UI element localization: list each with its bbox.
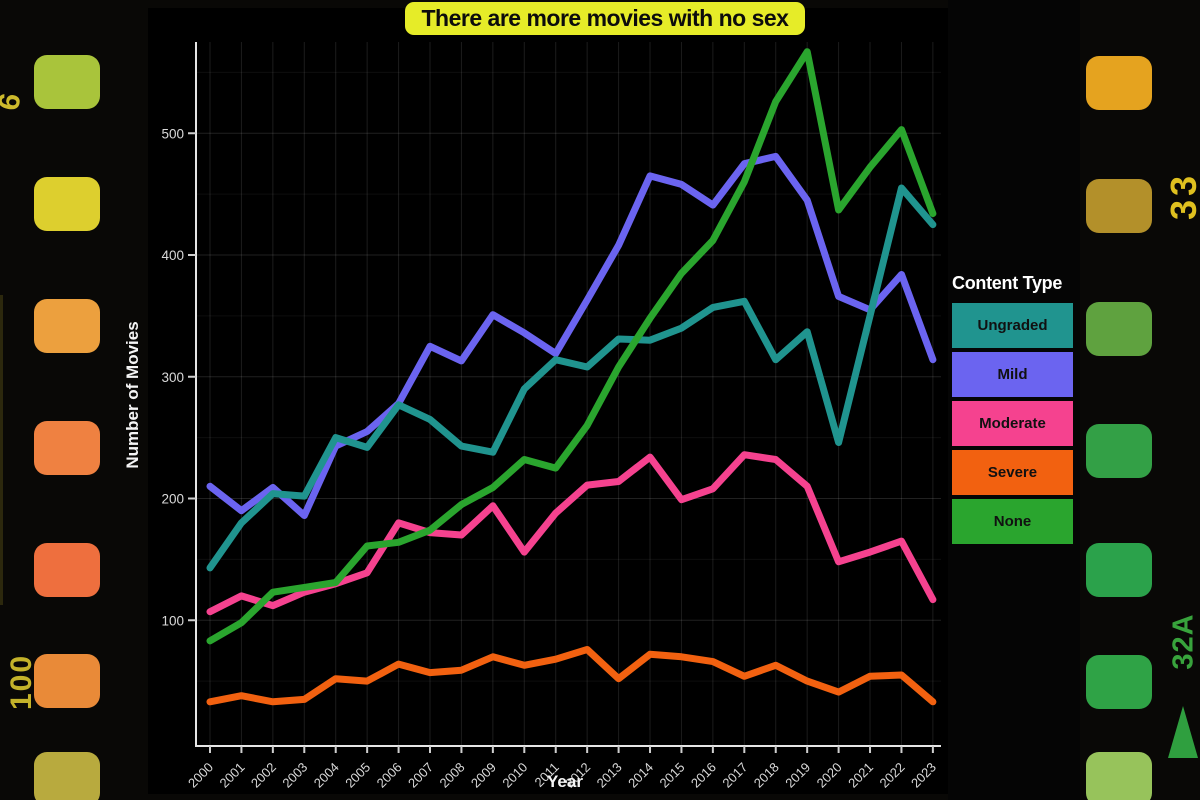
x-tick-label: 2018 <box>751 760 782 791</box>
series-line-mild <box>206 152 937 519</box>
legend-item-ungraded: Ungraded <box>952 303 1073 348</box>
x-tick-label: 2015 <box>657 760 688 791</box>
x-tick-label: 2004 <box>311 760 342 791</box>
film-edge-scratch <box>0 295 3 605</box>
legend-background <box>948 0 1080 800</box>
horizontal-gridlines <box>196 71 941 682</box>
legend-item-moderate: Moderate <box>952 401 1073 446</box>
x-tick-label: 2001 <box>216 760 247 791</box>
x-tick-label: 2019 <box>782 760 813 791</box>
x-tick-label: 2007 <box>405 760 436 791</box>
vertical-gridlines <box>209 42 934 746</box>
x-axis-title: Year <box>547 772 583 791</box>
film-sprocket-hole <box>1086 56 1152 110</box>
series-lines <box>206 48 937 706</box>
x-tick-label: 2002 <box>248 760 279 791</box>
film-sprocket-hole <box>1086 543 1152 597</box>
axes <box>195 42 941 747</box>
legend-item-label: Moderate <box>979 415 1046 432</box>
film-sprocket-hole <box>1086 424 1152 478</box>
x-tick-label: 2000 <box>185 760 216 791</box>
x-tick-label: 2022 <box>877 760 908 791</box>
film-marking-left-bottom: 100 <box>5 653 39 711</box>
legend-item-mild: Mild <box>952 352 1073 397</box>
x-tick-label: 2008 <box>437 760 468 791</box>
x-tick-label: 2023 <box>908 760 939 791</box>
film-marking-right-top: 33 <box>1163 171 1200 221</box>
film-sprocket-hole <box>34 752 100 800</box>
y-axis-title: Number of Movies <box>123 321 142 469</box>
y-tick-label: 400 <box>161 248 184 263</box>
legend-title: Content Type <box>952 273 1063 293</box>
film-sprocket-hole <box>34 299 100 353</box>
y-tick-label: 100 <box>161 613 184 628</box>
film-marking-right-bottom: 32A <box>1167 613 1200 670</box>
film-sprocket-hole <box>34 177 100 231</box>
series-line-severe <box>206 646 937 706</box>
legend-item-label: Ungraded <box>977 317 1048 334</box>
x-tick-label: 2021 <box>845 760 876 791</box>
series-line-ungraded <box>206 184 937 572</box>
legend-item-label: Severe <box>987 464 1038 481</box>
film-sprocket-hole <box>1086 752 1152 800</box>
legend-item-label: Mild <box>997 366 1028 383</box>
series-line-none <box>206 48 937 645</box>
legend-item-severe: Severe <box>952 450 1073 495</box>
x-tick-label: 2006 <box>374 760 405 791</box>
x-tick-label: 2017 <box>719 760 750 791</box>
legend-item-label: None <box>993 513 1032 530</box>
y-axis-ticks: 100 200 300 400 500 <box>161 126 196 628</box>
y-tick-label: 300 <box>161 370 184 385</box>
legend-items: Ungraded Mild Moderate Severe None <box>952 303 1073 544</box>
x-tick-label: 2020 <box>814 760 845 791</box>
legend-item-none: None <box>952 499 1073 544</box>
chart-title-banner: There are more movies with no sex <box>405 2 805 35</box>
film-sprocket-hole <box>34 543 100 597</box>
chart-title: There are more movies with no sex <box>421 5 789 31</box>
film-sprocket-hole <box>34 654 100 708</box>
x-tick-label: 2003 <box>279 760 310 791</box>
film-sprocket-hole <box>1086 179 1152 233</box>
y-tick-label: 200 <box>161 492 184 507</box>
film-sprocket-hole <box>34 55 100 109</box>
film-arrow-icon <box>1168 706 1198 758</box>
film-sprocket-hole <box>1086 302 1152 356</box>
x-tick-label: 2016 <box>688 760 719 791</box>
legend: Content Type Ungraded Mild Moderate Severe N… <box>952 273 1073 548</box>
y-tick-label: 500 <box>161 126 184 141</box>
x-tick-label: 2005 <box>342 760 373 791</box>
film-sprocket-hole <box>1086 655 1152 709</box>
film-sprocket-hole <box>34 421 100 475</box>
